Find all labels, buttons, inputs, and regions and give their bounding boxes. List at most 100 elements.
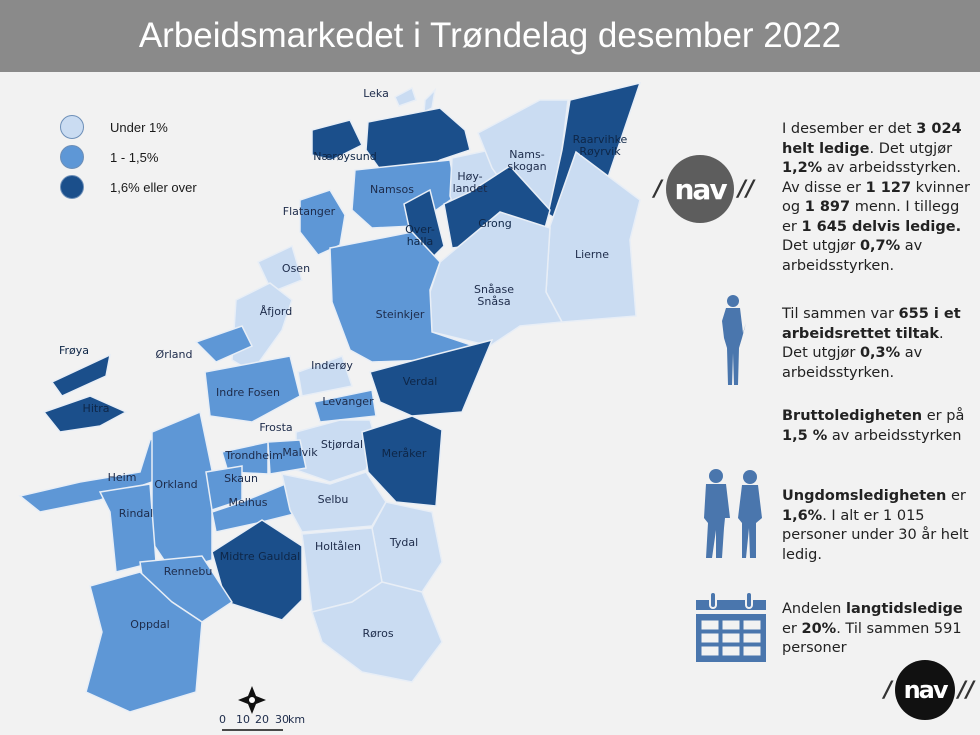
municipality-leka (423, 87, 437, 114)
municipality-label: Midtre Gauldal (220, 550, 300, 563)
fact-tiltak: Til sammen var 655 i et arbeidsrettet ti… (782, 305, 972, 383)
municipality-flatanger (299, 189, 346, 256)
logo-slash: / (654, 176, 663, 202)
municipality-label: Leka (363, 87, 389, 100)
municipality-rindal (98, 483, 157, 573)
fact-bruttoledighet: Bruttoledigheten er på 1,5 % av arbeidss… (782, 407, 977, 446)
municipality-nærøysund (365, 107, 471, 176)
municipality-label: Frosta (259, 421, 292, 434)
fact-text-part: I desember er det (782, 121, 917, 137)
municipality-ørland (194, 325, 254, 363)
legend-label: Under 1% (110, 119, 168, 135)
fact-text-part: er på (922, 408, 965, 424)
fact-text-part: langtidsledige (845, 601, 963, 617)
logo-slash: // (958, 677, 975, 703)
municipality-røros (311, 581, 443, 683)
fact-text-part: 1 127 (865, 179, 912, 196)
municipality-label: Levanger (322, 395, 374, 408)
municipality-label: Nams-skogan (507, 148, 546, 173)
fact-text-part: kvinner og (782, 179, 970, 216)
municipality-indre-fosen (204, 355, 301, 423)
municipality-orkland (151, 410, 213, 573)
municipality-label: Osen (282, 262, 310, 275)
scale-tick: 30 (275, 713, 289, 726)
fact-text-part: 1 897 (804, 199, 851, 215)
fact-ungdomsledighet: Ungdomsledigheten er 1,6%. I alt er 1 01… (782, 487, 972, 565)
fact-text-part: 1 645 delvis ledige. (801, 218, 962, 235)
legend-label: 1,6% eller over (110, 179, 197, 195)
fact-text-part: Det utgjør (782, 238, 860, 254)
municipality-label: Namsos (370, 183, 414, 196)
municipality-label: Åfjord (260, 305, 293, 318)
fact-langtidsledige: Andelen langtidsledige er 20%. Til samme… (782, 600, 972, 659)
municipality-label: Skaun (224, 472, 258, 485)
municipality-label: Melhus (229, 496, 268, 509)
municipality-label: Orkland (154, 478, 197, 491)
fact-text-part: Andelen (782, 601, 846, 617)
fact-text-part: 655 i et arbeidsrettet tiltak (782, 306, 961, 342)
couple-silhouette-icon (704, 469, 762, 558)
municipality-verdal (369, 338, 494, 417)
municipality-nærøysund (311, 119, 363, 161)
municipality-åfjord (231, 282, 293, 373)
scale-bar: 0 10 20 30 km (219, 713, 305, 731)
fact-text-part: 1,2% (782, 160, 823, 176)
municipality-label: Inderøy (311, 359, 353, 372)
fact-text-part: 0,3% (859, 345, 901, 361)
municipality-meråker (361, 415, 443, 507)
logo-slash: // (738, 176, 755, 202)
municipality-label: Verdal (403, 375, 438, 388)
fact-text-part: av arbeidsstyrken. (782, 345, 923, 381)
municipality-label: Holtålen (315, 540, 361, 553)
municipality-label: Flatanger (283, 205, 336, 218)
legend-label: 1 - 1,5% (110, 149, 159, 165)
municipality-skaun (205, 465, 243, 511)
municipality-trondheim (221, 441, 269, 475)
municipality-label: Trondheim (224, 449, 283, 462)
scale-tick: 0 (219, 713, 226, 726)
municipality-label: Grong (478, 217, 512, 230)
municipality-hitra (42, 395, 128, 433)
fact-text-part: 20% (801, 620, 837, 637)
municipality-label: Frøya (59, 344, 89, 357)
fact-text-part: er (782, 620, 802, 637)
municipality-label: Selbu (318, 493, 349, 506)
municipality-oppdal (85, 571, 203, 713)
municipality-label: Over-halla (405, 223, 435, 248)
municipality-leka (394, 86, 417, 107)
municipality-label: Indre Fosen (216, 386, 280, 399)
municipality-label: Nærøysund (313, 150, 376, 163)
fact-text-part: 1,5 % (782, 427, 828, 444)
municipality-inderøy (297, 355, 353, 397)
fact-text-part: . Det utgjør (869, 140, 953, 157)
fact-text-part: . Til sammen 591 personer (782, 620, 962, 657)
compass-icon (238, 686, 266, 714)
legend-swatch (60, 175, 84, 199)
municipality-label: Oppdal (130, 618, 169, 631)
municipality-label: Røros (362, 627, 393, 640)
fact-helt-ledige: I desember er det 3 024 helt ledige. Det… (782, 120, 977, 276)
nav-logo-bottom: / nav // (884, 660, 974, 720)
scale-unit: km (288, 713, 305, 726)
municipality-malvik (267, 439, 307, 475)
nav-logo-circle: nav (895, 660, 956, 720)
fact-text-part: Til sammen var (782, 306, 899, 322)
fact-text-part: . I alt er 1 015 personer under 30 år he… (782, 507, 969, 563)
page-title: Arbeidsmarkedet i Trøndelag desember 202… (138, 16, 842, 55)
legend-item-1-1-5: 1 - 1,5% (60, 142, 197, 172)
municipality-frøya (50, 353, 112, 397)
logo-slash: / (884, 677, 893, 703)
calendar-icon (696, 591, 766, 662)
municipality-label: Snåase Snåsa (474, 283, 514, 308)
fact-text-part: menn. I tillegg er (782, 199, 960, 235)
municipality-label: Rennebu (164, 565, 213, 578)
municipality-label: Stjørdal (321, 438, 363, 451)
fact-text-part: 3 024 helt ledige (782, 121, 962, 157)
legend-swatch (60, 145, 84, 169)
municipality-label: Tydal (389, 536, 418, 549)
scale-tick: 20 (255, 713, 269, 726)
fact-text-part: Bruttoledigheten (782, 408, 923, 424)
municipality-label: Malvik (282, 446, 318, 459)
municipality-label: Høy-landet (453, 170, 489, 195)
fact-text-part: er (946, 488, 966, 504)
